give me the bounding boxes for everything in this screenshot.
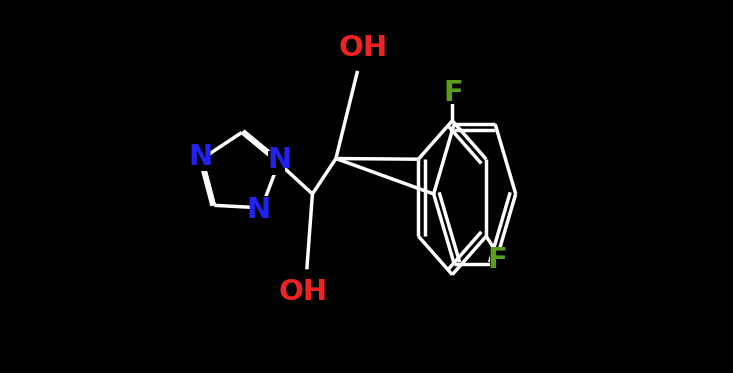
Bar — [192, 147, 209, 171]
Text: N: N — [246, 196, 270, 224]
Text: OH: OH — [339, 34, 388, 63]
Bar — [291, 274, 315, 302]
Bar — [351, 38, 375, 66]
Text: OH: OH — [279, 278, 328, 306]
Text: F: F — [487, 247, 507, 275]
Bar — [490, 249, 505, 272]
Text: N: N — [268, 146, 292, 174]
Text: F: F — [443, 79, 463, 107]
Bar — [251, 196, 268, 220]
Bar — [268, 151, 285, 175]
Text: N: N — [188, 143, 213, 171]
Bar — [446, 82, 460, 104]
